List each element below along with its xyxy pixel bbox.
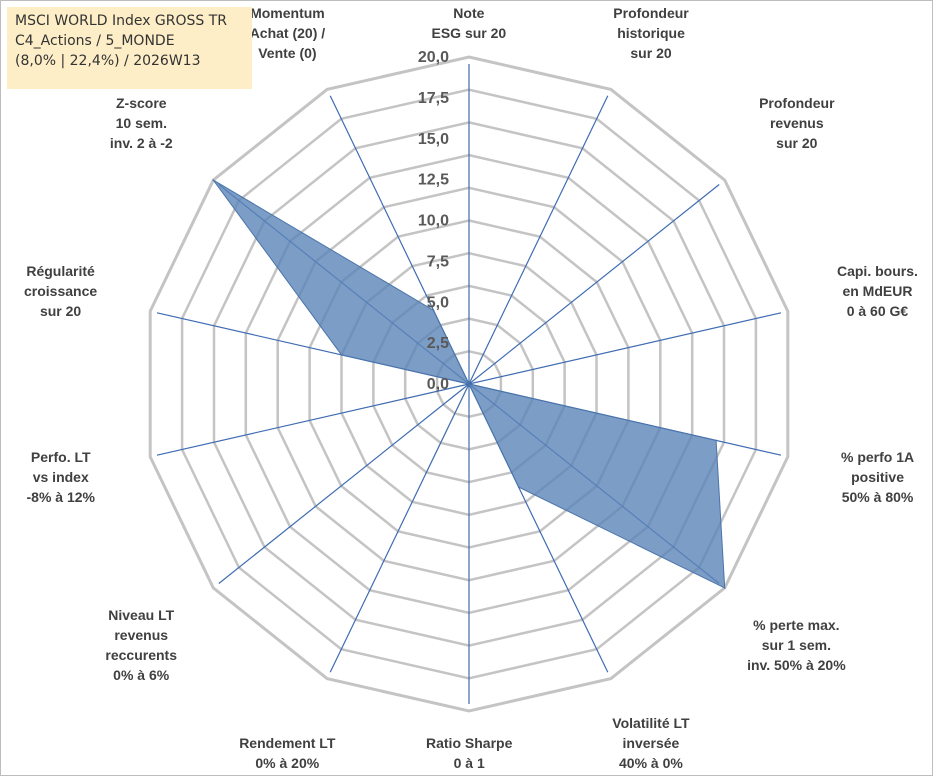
data-point [212,179,215,181]
tick-label: 7,5 [427,253,449,270]
tick-label: 2,5 [427,335,449,352]
axis-label: % perfo 1A positive 50% à 80% [840,449,915,506]
axis-label: Perfo. LT vs index -8% à 12% [26,449,95,506]
axis-label: % perte max. sur 1 sem. inv. 50% à 20% [747,617,846,674]
data-point [340,354,343,356]
tick-label: 5,0 [427,294,449,311]
axis-label: Z-score 10 sem. inv. 2 à -2 [109,94,173,151]
axis-label: Capi. bours. en MdEUR 0 à 60 G€ [836,262,918,319]
axis-label: Note ESG sur 20 [431,5,507,41]
info-category: C4_Actions / 5_MONDE [15,33,175,49]
data-point [517,486,520,488]
info-box: MSCI WORLD Index GROSS TR C4_Actions / 5… [7,7,252,89]
axis-label: Profondeur historique sur 20 [613,5,689,61]
tick-label: 10,0 [418,213,449,230]
info-title: MSCI WORLD Index GROSS TR [15,13,228,29]
data-point [432,309,435,312]
axis-spoke [468,184,720,385]
axis-spoke [468,312,782,385]
axis-label: Profondeur revenus sur 20 [759,94,835,151]
data-point [723,587,726,589]
tick-label: 17,5 [418,90,449,107]
axis-label: Momentum Achat (20) / Vente (0) [249,5,326,61]
tick-label: 20,0 [418,49,449,66]
tick-layer: 0,0 2,5 5,0 7,5 10,0 12,5 15,0 17,5 20,0 [418,49,449,393]
data-point [715,439,717,442]
data-point [425,471,428,474]
axis-label: Volatilité LT inversée 40% à 0% [612,715,690,771]
tick-label: 15,0 [418,131,449,148]
axis-label: Niveau LT revenus reccurents 0% à 6% [105,607,177,684]
data-point [468,383,470,385]
grid-ring [148,55,790,713]
info-stats: (8,0% | 22,4%) / 2026W13 [15,53,201,69]
axis-spoke [156,383,470,456]
axis-label: Régularité croissance sur 20 [24,262,98,319]
axis-spoke [468,95,609,385]
axis-label: Rendement LT 0% à 20% [239,735,336,771]
axis-spoke [218,383,470,584]
tick-label: 12,5 [418,172,449,189]
series-layer [212,179,726,589]
axis-label: Ratio Sharpe 0 à 1 [426,735,513,771]
tick-label: 0,0 [427,376,449,393]
